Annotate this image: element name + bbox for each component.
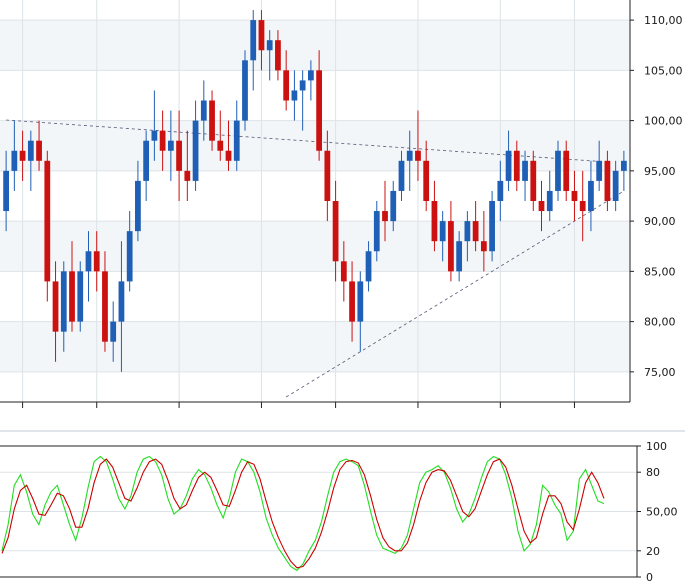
- candle-body: [365, 251, 372, 282]
- candle-body: [464, 221, 471, 242]
- candle-body: [159, 130, 166, 151]
- candle-body: [497, 180, 504, 201]
- candle-body: [423, 160, 430, 201]
- candle-body: [373, 211, 380, 252]
- candle-body: [151, 130, 158, 141]
- candle-body: [60, 271, 67, 332]
- candle-body: [316, 70, 323, 151]
- candle-body: [349, 281, 355, 322]
- stochastic-d-line: [1, 458, 605, 569]
- candle-body: [27, 140, 34, 161]
- osc-y-tick-label: 50,00: [646, 506, 678, 519]
- candle-body: [546, 190, 553, 212]
- candle-body: [283, 70, 290, 101]
- y-tick-label: 80,00: [644, 316, 676, 329]
- candle-body: [398, 160, 405, 191]
- candle-body: [448, 221, 454, 272]
- y-tick-label: 85,00: [644, 265, 676, 278]
- candle-body: [3, 170, 10, 212]
- osc-y-tick-label: 20: [646, 545, 660, 558]
- candle-body: [489, 201, 495, 252]
- candle-body: [522, 160, 528, 181]
- candle-body: [209, 100, 215, 141]
- candle-body: [242, 60, 248, 121]
- candle-body: [143, 140, 150, 181]
- stochastic-oscillator-chart: 0 20 50,00 80 100: [0, 430, 685, 583]
- candle-body: [102, 271, 108, 342]
- candle-body: [258, 20, 265, 51]
- candle-body: [52, 281, 59, 332]
- grid-band: [0, 20, 630, 71]
- candle-body: [307, 70, 314, 81]
- candle-body: [118, 281, 125, 322]
- stochastic-k-line: [1, 455, 605, 572]
- candle-body: [233, 120, 240, 161]
- candle-body: [184, 170, 191, 181]
- candle-body: [579, 201, 586, 212]
- candle-body: [324, 150, 331, 201]
- candle-body: [135, 180, 141, 232]
- price-chart: 75,00 80,00 85,00 90,00 95,00 100,00 105,00 110…: [0, 0, 683, 408]
- candle-body: [596, 160, 603, 181]
- candle-body: [357, 281, 364, 322]
- candle-body: [456, 241, 463, 272]
- osc-y-tick-label: 80: [646, 466, 660, 479]
- candle-body: [332, 201, 339, 262]
- candle-body: [85, 251, 92, 272]
- candle-body: [44, 160, 51, 282]
- candle-body: [200, 100, 207, 121]
- candle-body: [555, 150, 561, 191]
- candle-body: [382, 211, 388, 222]
- grid-band: [0, 321, 630, 372]
- candle-body: [225, 150, 232, 161]
- candle-body: [93, 251, 100, 272]
- y-tick-label: 110,00: [644, 14, 683, 27]
- candle-body: [340, 261, 347, 282]
- candle-body: [299, 80, 306, 91]
- candle-body: [275, 40, 281, 71]
- candle-body: [604, 160, 611, 201]
- candle-body: [612, 170, 619, 201]
- candle-body: [19, 150, 26, 161]
- y-tick-label: 100,00: [644, 115, 683, 128]
- candle-body: [11, 150, 18, 171]
- candle-body: [406, 150, 413, 161]
- candle-body: [176, 140, 182, 171]
- candle-body: [126, 231, 133, 282]
- candle-body: [36, 140, 42, 161]
- y-tick-label: 105,00: [644, 64, 683, 77]
- osc-y-tick-label: 0: [646, 571, 653, 583]
- candle-body: [513, 150, 520, 181]
- candle-body: [77, 271, 84, 322]
- candle-body: [472, 221, 479, 242]
- candle-body: [167, 140, 174, 151]
- candle-body: [439, 221, 446, 242]
- candle-body: [291, 90, 298, 101]
- candle-body: [431, 201, 438, 242]
- y-tick-label: 95,00: [644, 165, 676, 178]
- candle-body: [250, 20, 257, 61]
- candle-body: [192, 120, 199, 181]
- candle-body: [480, 241, 487, 252]
- y-tick-label: 90,00: [644, 215, 676, 228]
- candle-body: [415, 150, 421, 161]
- candle-body: [588, 180, 594, 212]
- candle-body: [390, 190, 397, 222]
- panel-separator: [0, 430, 685, 432]
- candle-body: [266, 40, 273, 51]
- candle-body: [505, 150, 512, 181]
- y-tick-label: 75,00: [644, 366, 676, 379]
- candle-body: [563, 150, 570, 191]
- candle-body: [538, 201, 545, 212]
- candle-body: [217, 140, 224, 151]
- candle-body: [110, 321, 117, 342]
- candle-body: [530, 160, 537, 201]
- candle-body: [571, 190, 578, 201]
- candle-body: [620, 160, 627, 171]
- candle-body: [69, 271, 75, 322]
- osc-y-tick-label: 100: [646, 440, 667, 453]
